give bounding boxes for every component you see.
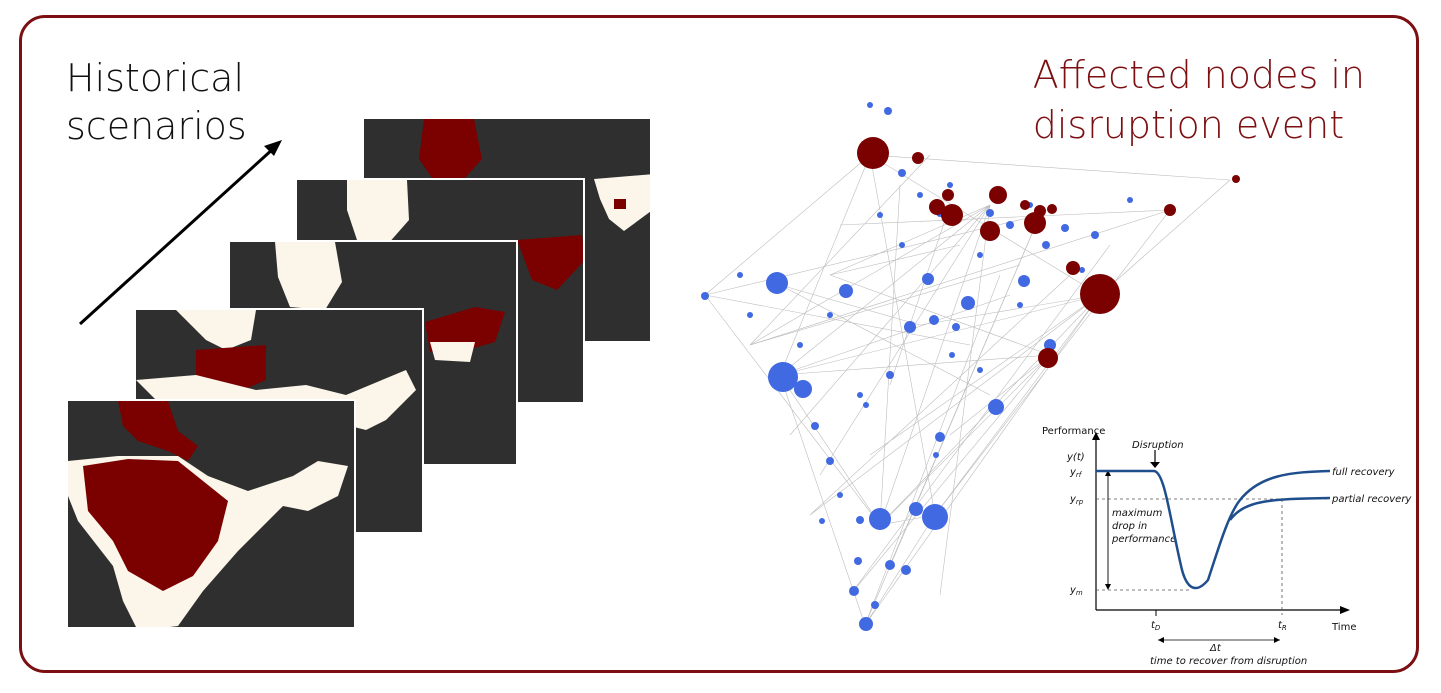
full-recovery-label: full recovery bbox=[1332, 467, 1396, 478]
td-label: tD bbox=[1151, 620, 1161, 632]
full-recovery-curve bbox=[1096, 469, 1331, 590]
title-line-1: Affected nodes in bbox=[1032, 53, 1365, 97]
map-card-1 bbox=[66, 399, 356, 629]
drop-label-2: drop in bbox=[1112, 521, 1147, 532]
yp-label: yrp bbox=[1069, 494, 1084, 506]
ym-label: ym bbox=[1069, 585, 1083, 597]
outer-frame bbox=[19, 15, 1419, 673]
delta-label: Δt bbox=[1209, 643, 1222, 654]
delta-caption: time to recover from disruption bbox=[1150, 656, 1307, 667]
resilience-chart: Performance y(t) Disruption yrf yrp ym m… bbox=[1042, 426, 1412, 667]
drop-label-1: maximum bbox=[1112, 508, 1163, 519]
partial-recovery-curve bbox=[1229, 496, 1331, 521]
affected-nodes-title: Affected nodes in disruption event bbox=[1033, 50, 1365, 150]
partial-recovery-label: partial recovery bbox=[1331, 494, 1412, 505]
title-line-2: disruption event bbox=[1032, 103, 1345, 147]
network-nodes-affected bbox=[857, 137, 1240, 368]
title-line-1: Historical bbox=[66, 56, 244, 100]
y-symbol: y(t) bbox=[1066, 452, 1085, 463]
yf-label: yrf bbox=[1069, 467, 1083, 479]
tr-label: tR bbox=[1278, 620, 1287, 632]
title-line-2: scenarios bbox=[66, 104, 247, 148]
historical-scenarios-title: Historical scenarios bbox=[66, 54, 247, 150]
drop-label-3: performance bbox=[1111, 534, 1176, 545]
disruption-label: Disruption bbox=[1132, 440, 1184, 451]
network-graph bbox=[701, 102, 1240, 631]
time-label: Time bbox=[1331, 622, 1356, 633]
network-nodes-blue bbox=[701, 102, 1133, 631]
y-axis-label: Performance bbox=[1042, 426, 1105, 437]
